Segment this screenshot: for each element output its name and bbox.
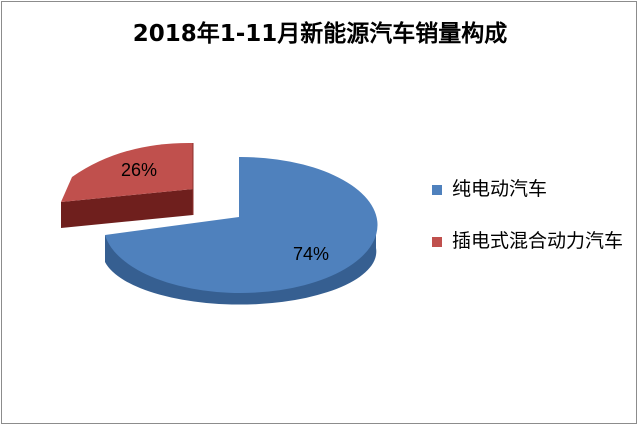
data-label-phev: 26% (121, 160, 157, 180)
data-label-ev: 74% (293, 244, 329, 264)
legend-swatch-ev (432, 185, 442, 195)
chart-title: 2018年1-11月新能源汽车销量构成 (132, 21, 508, 47)
legend-item-ev: 纯电动汽车 (432, 174, 632, 204)
legend-item-phev: 插电式混合动力汽车 (432, 226, 632, 256)
slice-phev (61, 142, 193, 202)
legend: 纯电动汽车 插电式混合动力汽车 (432, 174, 632, 256)
legend-label-ev: 纯电动汽车 (452, 178, 548, 200)
slice-ev (105, 156, 378, 293)
legend-swatch-phev (432, 237, 442, 247)
legend-label-phev: 插电式混合动力汽车 (452, 230, 624, 252)
